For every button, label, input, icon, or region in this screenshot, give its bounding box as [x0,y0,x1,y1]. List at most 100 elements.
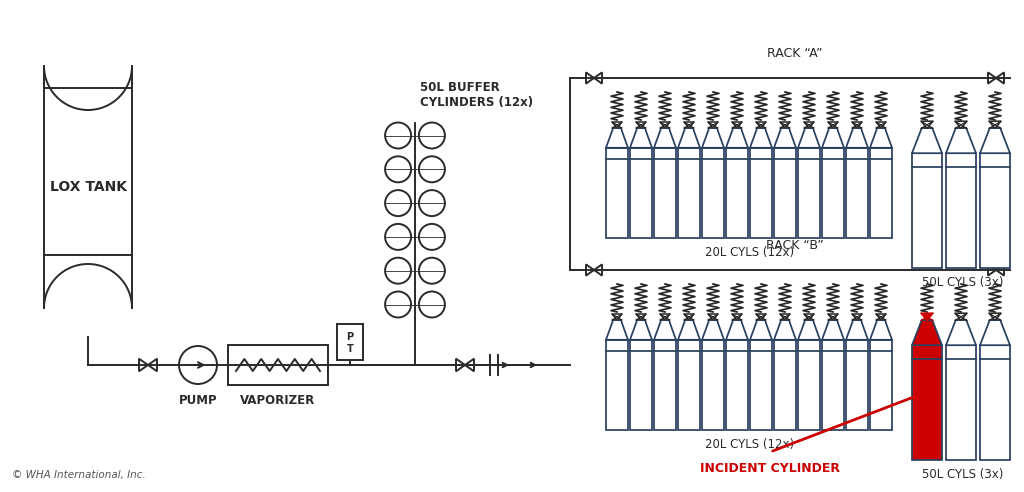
Polygon shape [756,314,766,320]
Bar [606,148,628,238]
Polygon shape [804,314,814,320]
Polygon shape [798,320,820,340]
Text: 20L CYLS (12x): 20L CYLS (12x) [706,438,795,451]
Text: 50L CYLS (3x): 50L CYLS (3x) [923,468,1004,481]
Polygon shape [702,128,724,148]
Polygon shape [989,121,1001,128]
Bar [630,340,652,430]
Polygon shape [684,314,694,320]
Polygon shape [876,314,886,320]
Polygon shape [756,122,766,128]
Polygon shape [780,314,790,320]
Polygon shape [921,121,933,128]
Polygon shape [804,122,814,128]
Bar [798,340,820,430]
Polygon shape [660,122,670,128]
Text: VAPORIZER: VAPORIZER [241,394,315,407]
Polygon shape [726,128,748,148]
Polygon shape [774,320,796,340]
Bar [980,345,1010,460]
Polygon shape [702,320,724,340]
Bar [702,340,724,430]
Bar [337,324,362,360]
Polygon shape [774,128,796,148]
Bar [678,148,700,238]
Text: T: T [347,344,353,354]
Polygon shape [822,320,844,340]
Polygon shape [678,128,700,148]
Polygon shape [726,320,748,340]
Bar [946,345,976,460]
Bar [750,148,772,238]
Polygon shape [654,320,676,340]
Polygon shape [678,320,700,340]
Bar [912,153,942,268]
Text: RACK “B”: RACK “B” [766,239,824,252]
Bar [980,153,1010,268]
Polygon shape [612,314,622,320]
Polygon shape [708,122,718,128]
Text: P: P [346,332,353,342]
Polygon shape [606,128,628,148]
Bar [726,148,748,238]
Polygon shape [606,320,628,340]
Polygon shape [846,128,868,148]
Bar [870,340,892,430]
Polygon shape [876,122,886,128]
Polygon shape [654,128,676,148]
Polygon shape [980,320,1010,345]
Polygon shape [852,314,862,320]
Bar [822,340,844,430]
Bar [654,340,676,430]
Bar [846,340,868,430]
Polygon shape [955,121,967,128]
Polygon shape [612,122,622,128]
Polygon shape [636,122,646,128]
Bar [606,340,628,430]
Text: © WHA International, Inc.: © WHA International, Inc. [12,470,145,480]
Polygon shape [708,314,718,320]
Polygon shape [946,320,976,345]
Bar [750,340,772,430]
Text: RACK “A”: RACK “A” [767,47,822,60]
Polygon shape [946,128,976,153]
Polygon shape [989,313,1001,320]
Bar [726,340,748,430]
Polygon shape [912,320,942,345]
Polygon shape [846,320,868,340]
Polygon shape [955,313,967,320]
Bar [228,345,328,385]
Polygon shape [684,122,694,128]
Bar [630,148,652,238]
Polygon shape [630,128,652,148]
Polygon shape [660,314,670,320]
Bar [702,148,724,238]
Polygon shape [980,128,1010,153]
Bar [678,340,700,430]
Polygon shape [636,314,646,320]
Polygon shape [750,128,772,148]
Polygon shape [750,320,772,340]
Polygon shape [780,122,790,128]
Polygon shape [630,320,652,340]
Bar [822,148,844,238]
Bar [774,340,796,430]
Polygon shape [912,128,942,153]
Text: 50L BUFFER
CYLINDERS (12x): 50L BUFFER CYLINDERS (12x) [420,81,534,109]
Polygon shape [798,128,820,148]
Bar [846,148,868,238]
Bar [870,148,892,238]
Bar [774,148,796,238]
Polygon shape [870,320,892,340]
Polygon shape [822,128,844,148]
Text: 50L CYLS (3x): 50L CYLS (3x) [923,276,1004,289]
Bar [798,148,820,238]
Polygon shape [870,128,892,148]
Text: LOX TANK: LOX TANK [49,180,127,194]
Polygon shape [828,314,838,320]
Polygon shape [852,122,862,128]
Text: 20L CYLS (12x): 20L CYLS (12x) [706,246,795,259]
Polygon shape [828,122,838,128]
Bar [912,345,942,460]
Polygon shape [732,314,742,320]
